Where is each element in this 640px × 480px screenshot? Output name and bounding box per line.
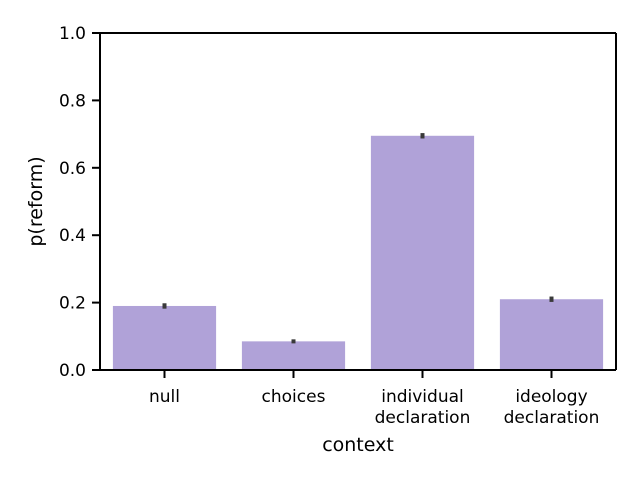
bar bbox=[112, 305, 217, 370]
y-tick-label: 0.4 bbox=[59, 226, 86, 246]
x-tick-label-line: declaration bbox=[375, 408, 471, 428]
bar bbox=[499, 299, 604, 370]
bars-group bbox=[112, 135, 604, 370]
y-tick-label: 1.0 bbox=[59, 24, 86, 44]
x-tick-label: choices bbox=[262, 387, 326, 407]
error-bars-group bbox=[162, 133, 554, 344]
x-tick-label-line: ideology bbox=[515, 387, 587, 407]
bar bbox=[370, 135, 475, 370]
x-tick-label: individual declaration bbox=[375, 387, 471, 428]
x-axis-label: context bbox=[322, 434, 394, 456]
x-tick-label-line: null bbox=[149, 387, 180, 407]
x-ticks-group: null choices individual declarationideology… bbox=[149, 370, 599, 428]
y-tick-label: 0.0 bbox=[59, 361, 86, 381]
y-axis-label: p(reform) bbox=[25, 156, 47, 246]
x-tick-label-line: individual bbox=[381, 387, 464, 407]
axes-group bbox=[99, 32, 617, 371]
bar bbox=[241, 341, 346, 370]
x-tick-label-line: choices bbox=[262, 387, 326, 407]
y-tick-label: 0.6 bbox=[59, 159, 86, 179]
y-tick-label: 0.2 bbox=[59, 294, 86, 314]
x-tick-label: ideology declaration bbox=[504, 387, 600, 428]
y-ticks-group: 0.0 0.2 0.4 0.6 0.8 1.0 bbox=[59, 24, 100, 381]
y-tick-label: 0.8 bbox=[59, 91, 86, 111]
x-tick-label-line: declaration bbox=[504, 408, 600, 428]
x-tick-label: null bbox=[149, 387, 180, 407]
